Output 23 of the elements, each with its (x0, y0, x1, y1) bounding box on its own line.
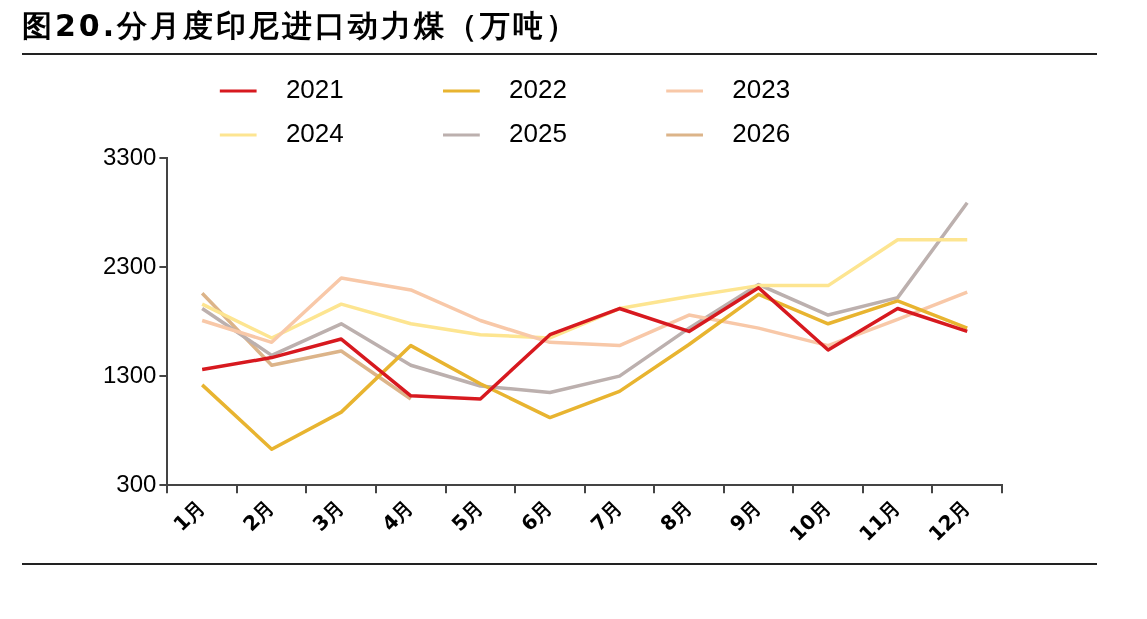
y-tick-label: 1300 (103, 360, 157, 388)
x-tick-label: 1月 (168, 494, 210, 536)
x-tick-label: 9月 (724, 494, 766, 536)
x-tick-label: 11月 (854, 494, 905, 546)
legend-label: 2024 (264, 118, 431, 149)
y-tick-label: 3300 (103, 142, 157, 170)
x-tick-label: 4月 (377, 494, 419, 536)
x-tick-label: 6月 (516, 494, 558, 536)
x-tick-label: 5月 (446, 494, 488, 536)
chart-title: 图20.分月度印尼进口动力煤（万吨） (22, 6, 1097, 55)
x-tick-label: 12月 (923, 494, 975, 546)
legend-label: 2026 (710, 118, 877, 149)
y-tick-label: 300 (116, 469, 157, 497)
x-tick-label: 8月 (655, 494, 697, 536)
y-tick-label: 2300 (103, 251, 157, 279)
x-tick-label: 7月 (585, 494, 627, 536)
x-tick-label: 2月 (237, 494, 279, 536)
legend-label: 2022 (487, 74, 654, 105)
legend-label: 2025 (487, 118, 654, 149)
legend-label: 2021 (264, 74, 431, 105)
x-tick-label: 3月 (307, 494, 349, 536)
legend-label: 2023 (710, 74, 877, 105)
x-tick-label: 10月 (784, 494, 836, 546)
